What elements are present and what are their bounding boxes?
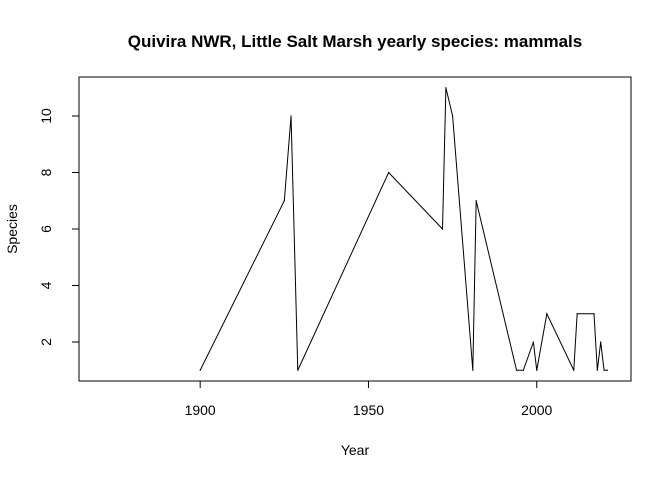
x-axis: 1900 1950 2000 bbox=[185, 380, 553, 418]
data-point bbox=[522, 369, 524, 371]
x-tick-label: 1900 bbox=[185, 402, 216, 418]
data-point bbox=[290, 115, 292, 117]
data-point bbox=[297, 369, 299, 371]
data-point bbox=[600, 341, 602, 343]
data-point bbox=[199, 369, 201, 371]
y-tick-label: 4 bbox=[38, 281, 54, 289]
data-point bbox=[603, 369, 605, 371]
data-point bbox=[593, 313, 595, 315]
y-tick-label: 8 bbox=[38, 168, 54, 176]
data-point bbox=[596, 369, 598, 371]
y-axis-label: Species bbox=[4, 204, 20, 254]
data-point bbox=[532, 341, 534, 343]
data-point bbox=[576, 313, 578, 315]
plot-frame bbox=[78, 76, 632, 382]
x-tick-label: 1950 bbox=[353, 402, 384, 418]
x-tick-label: 2000 bbox=[521, 402, 552, 418]
data-point bbox=[515, 369, 518, 371]
y-tick-label: 6 bbox=[38, 225, 54, 233]
series-layer bbox=[199, 87, 609, 371]
data-point bbox=[573, 369, 575, 371]
data-point bbox=[472, 369, 474, 371]
data-point bbox=[388, 171, 390, 174]
data-point bbox=[441, 228, 444, 230]
data-point bbox=[283, 200, 285, 202]
data-point bbox=[536, 369, 538, 371]
data-point bbox=[445, 87, 447, 89]
series-line bbox=[199, 87, 608, 371]
data-point bbox=[546, 313, 548, 315]
y-axis: 2 4 6 8 10 bbox=[38, 108, 80, 346]
y-tick-label: 10 bbox=[38, 108, 54, 124]
y-tick-label: 2 bbox=[38, 338, 54, 346]
data-point bbox=[606, 369, 609, 371]
data-point bbox=[475, 200, 477, 202]
data-point bbox=[452, 115, 454, 117]
chart-title: Quivira NWR, Little Salt Marsh yearly sp… bbox=[128, 32, 582, 51]
x-axis-label: Year bbox=[341, 442, 370, 458]
